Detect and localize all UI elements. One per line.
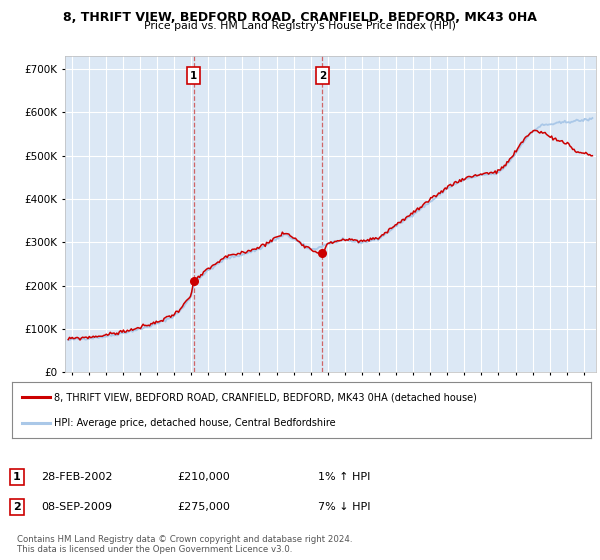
Text: £210,000: £210,000 [177, 472, 230, 482]
Text: Contains HM Land Registry data © Crown copyright and database right 2024.
This d: Contains HM Land Registry data © Crown c… [17, 535, 352, 554]
Text: HPI: Average price, detached house, Central Bedfordshire: HPI: Average price, detached house, Cent… [53, 418, 335, 428]
Text: 28-FEB-2002: 28-FEB-2002 [41, 472, 112, 482]
Text: 2: 2 [13, 502, 20, 512]
Text: Price paid vs. HM Land Registry's House Price Index (HPI): Price paid vs. HM Land Registry's House … [144, 21, 456, 31]
Text: 08-SEP-2009: 08-SEP-2009 [41, 502, 112, 512]
Text: 8, THRIFT VIEW, BEDFORD ROAD, CRANFIELD, BEDFORD, MK43 0HA: 8, THRIFT VIEW, BEDFORD ROAD, CRANFIELD,… [63, 11, 537, 24]
Text: 7% ↓ HPI: 7% ↓ HPI [318, 502, 371, 512]
Text: £275,000: £275,000 [177, 502, 230, 512]
Text: 1: 1 [13, 472, 20, 482]
Text: 1% ↑ HPI: 1% ↑ HPI [318, 472, 370, 482]
Text: 1: 1 [190, 71, 197, 81]
Text: 2: 2 [319, 71, 326, 81]
Text: 8, THRIFT VIEW, BEDFORD ROAD, CRANFIELD, BEDFORD, MK43 0HA (detached house): 8, THRIFT VIEW, BEDFORD ROAD, CRANFIELD,… [53, 392, 476, 402]
